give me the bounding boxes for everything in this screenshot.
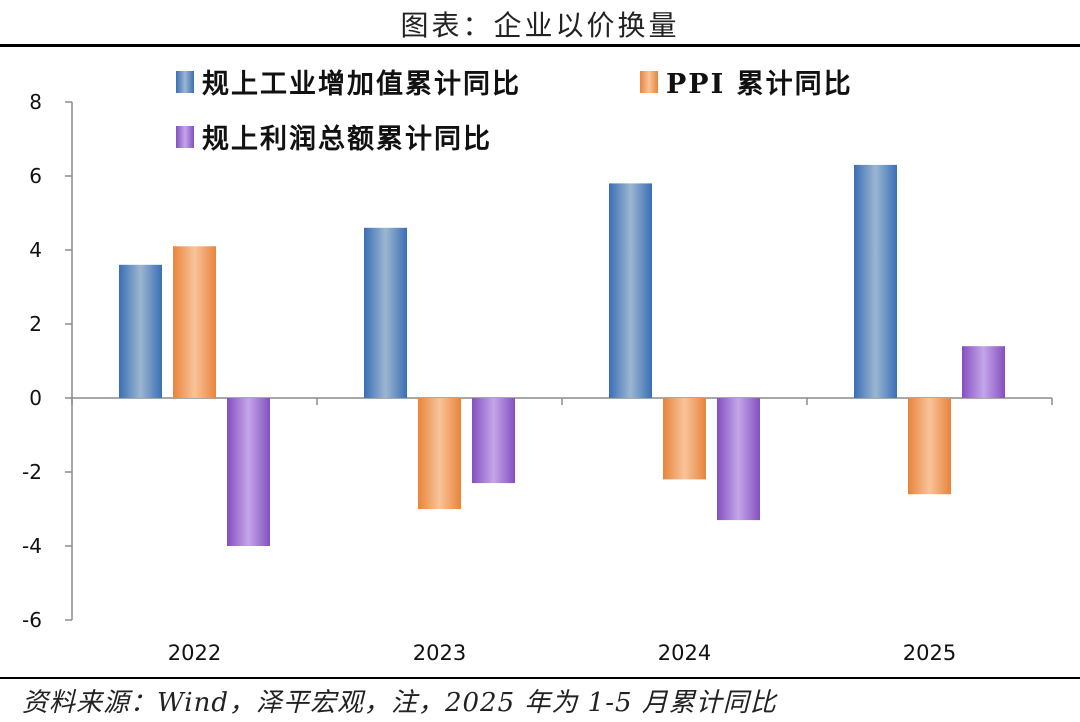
bar-2025-series-3 (962, 346, 1005, 398)
y-tick-label: 8 (29, 90, 42, 114)
top-rule (0, 44, 1080, 47)
x-tick-label: 2025 (903, 641, 956, 665)
bar-2022-series-3 (227, 398, 270, 546)
y-tick-label: -4 (22, 534, 42, 558)
legend-item-total-profit: 规上利润总额累计同比 (176, 117, 492, 156)
bar-chart: -6 -4 -2 0 2 4 6 8 2022 2023 2024 2025 (22, 90, 1053, 665)
bar-2023-series-3 (472, 398, 515, 484)
x-tick-label: 2022 (168, 641, 221, 665)
legend-label: 规上工业增加值累计同比 (202, 69, 521, 100)
bar-2025-series-1 (854, 164, 897, 398)
legend-label: PPI 累计同比 (666, 69, 853, 100)
bar-2023-series-1 (364, 227, 407, 398)
bottom-rule (0, 677, 1080, 679)
bar-2024-series-2 (663, 398, 706, 480)
bar-2025-series-2 (908, 398, 951, 495)
y-tick-label: 0 (29, 386, 42, 410)
chart-title: 图表：企业以价换量 (400, 9, 680, 42)
source-note: 资料来源：Wind，泽平宏观，注，2025 年为 1-5 月累计同比 (22, 688, 777, 718)
bar-2022-series-2 (173, 246, 216, 398)
y-tick-label: 2 (29, 312, 42, 336)
x-tick-label: 2024 (658, 641, 711, 665)
y-tick-label: 4 (29, 238, 42, 262)
bars (119, 164, 1005, 546)
bar-2024-series-1 (609, 183, 652, 398)
bar-2022-series-1 (119, 264, 162, 398)
legend-swatch-blue (176, 70, 194, 93)
x-tick-label: 2023 (413, 641, 466, 665)
legend-label: 规上利润总额累计同比 (202, 124, 492, 155)
y-tick-label: 6 (29, 164, 42, 188)
bar-2023-series-2 (418, 398, 461, 509)
legend-item-ppi: PPI 累计同比 (640, 62, 853, 101)
y-tick-label: -6 (22, 608, 42, 632)
x-axis: 2022 2023 2024 2025 (71, 397, 1053, 665)
y-axis: -6 -4 -2 0 2 4 6 8 (22, 90, 73, 632)
bar-2024-series-3 (717, 398, 760, 521)
legend-item-industrial-value-added: 规上工业增加值累计同比 (176, 62, 521, 101)
legend-swatch-purple (176, 125, 194, 148)
legend-swatch-orange (640, 70, 658, 93)
y-tick-label: -2 (22, 460, 42, 484)
